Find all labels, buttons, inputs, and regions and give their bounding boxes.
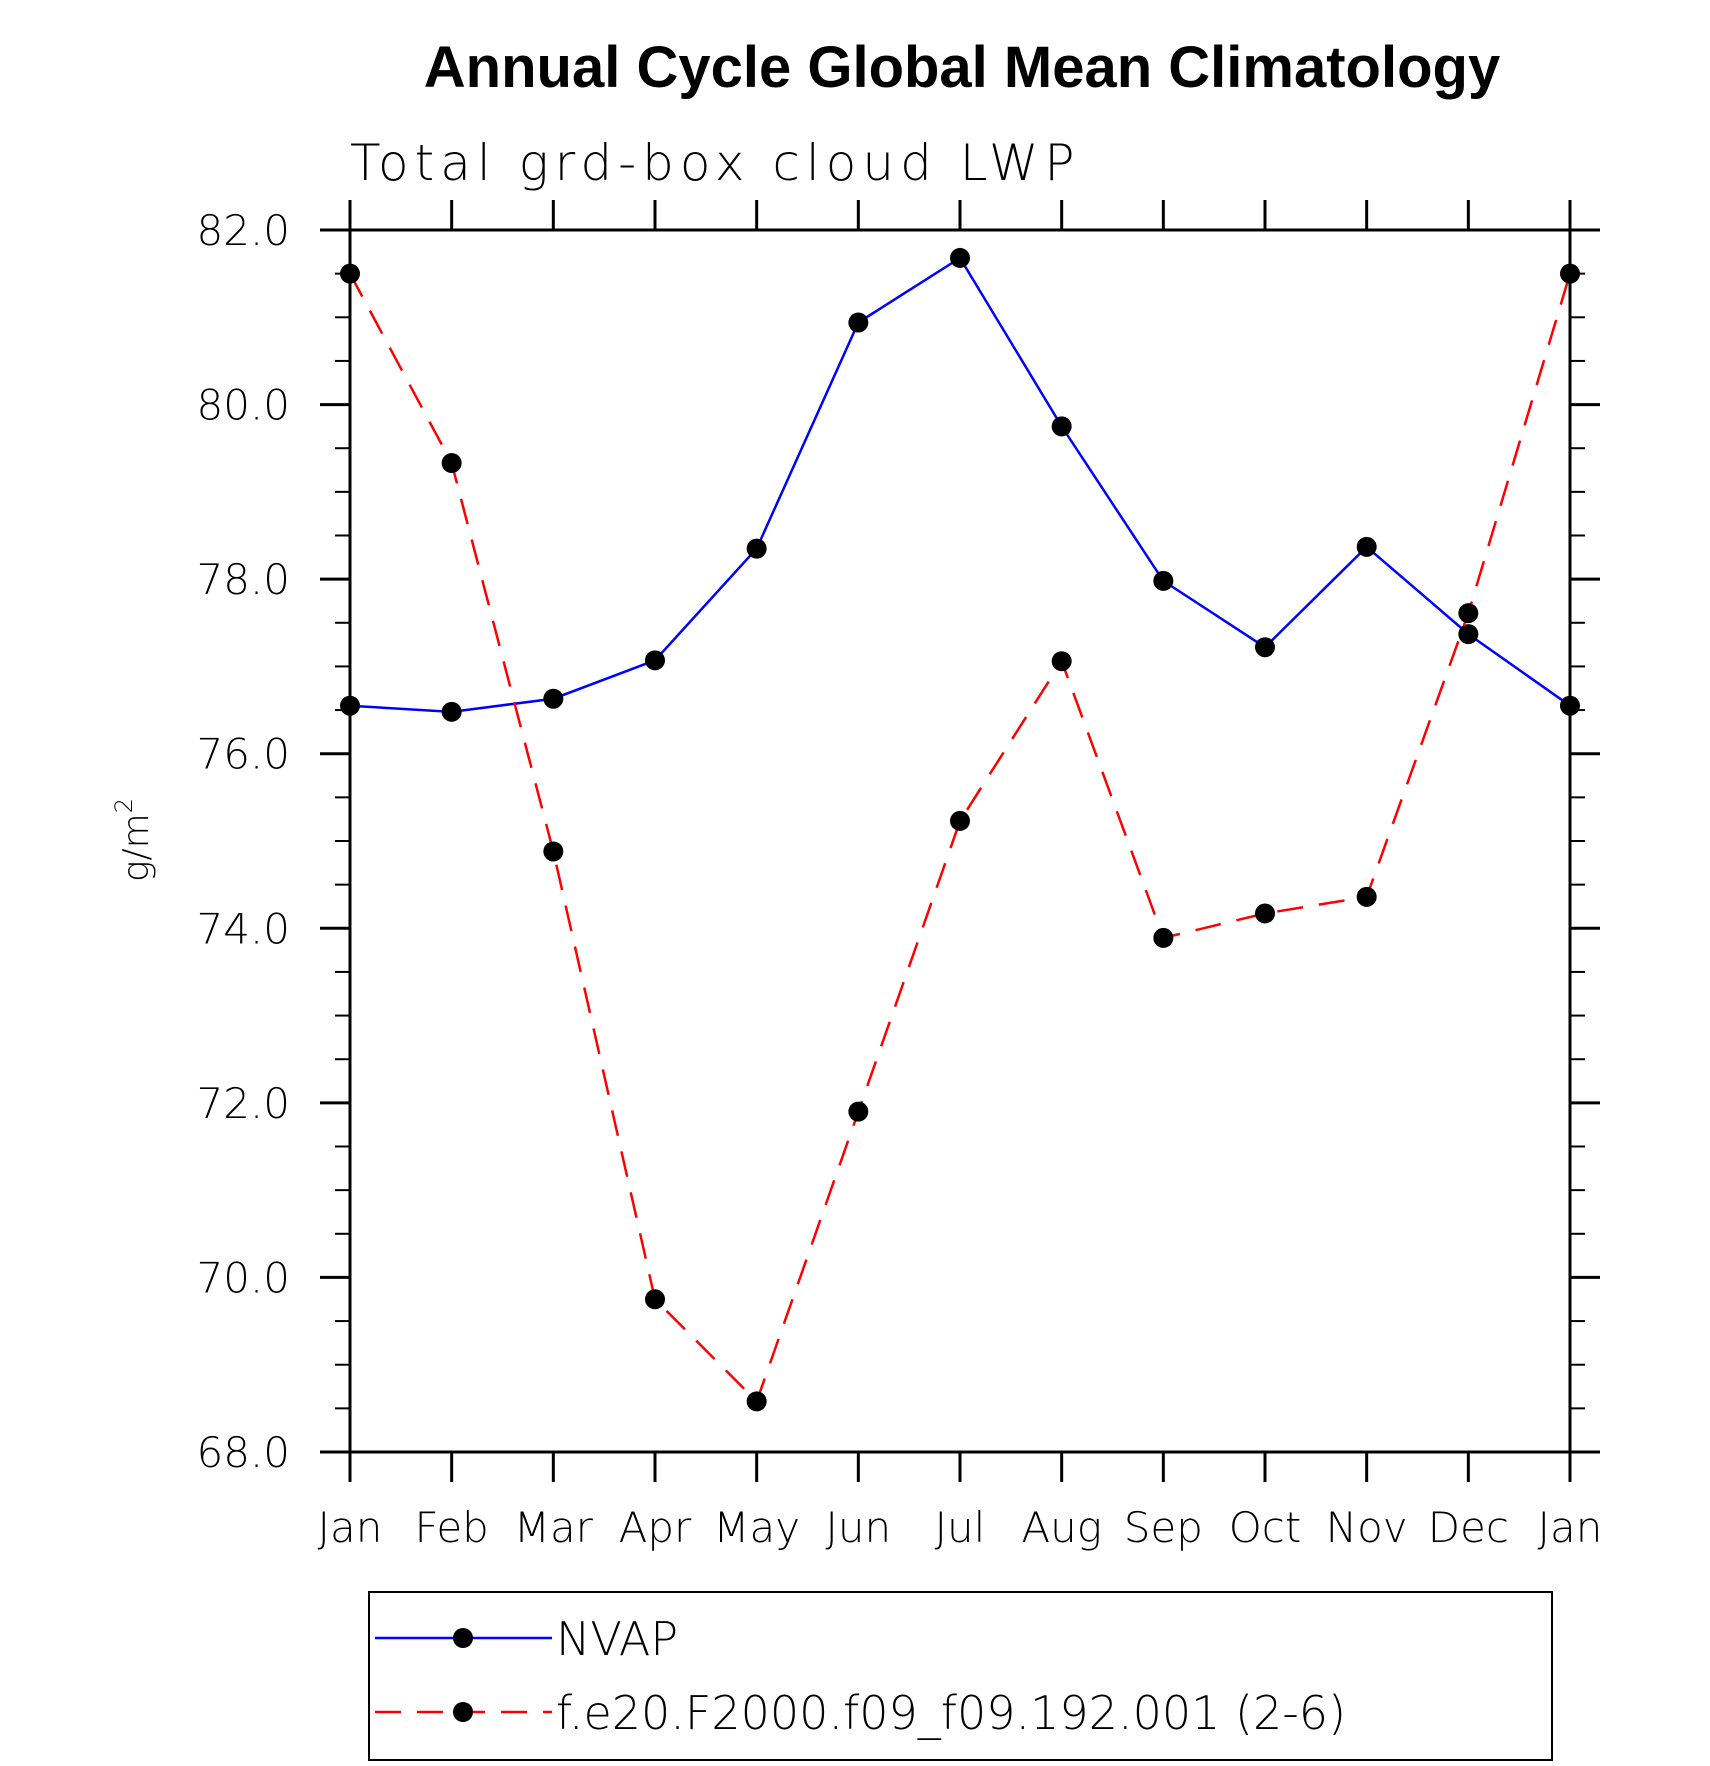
y-tick-label: 76.0 — [196, 730, 290, 779]
legend-label-1: f.e20.F2000.f09_f09.192.001 (2-6) — [556, 1686, 1346, 1740]
series-1-point — [543, 841, 564, 862]
series-0-point — [1051, 416, 1072, 437]
legend-label-0: NVAP — [556, 1612, 678, 1666]
legend-marker-1 — [453, 1702, 473, 1722]
y-axis-label-text: g/m — [116, 813, 157, 882]
series-0-point — [1560, 695, 1580, 716]
x-tick-label: Feb — [414, 1503, 488, 1552]
y-axis-label: g/m2 — [110, 798, 157, 882]
chart-title: Annual Cycle Global Mean Climatology — [424, 35, 1500, 100]
x-tick-label: Oct — [1229, 1503, 1302, 1552]
x-tick-label: Jan — [1538, 1503, 1603, 1552]
series-1-point — [1560, 263, 1580, 284]
legend: NVAP f.e20.F2000.f09_f09.192.001 (2-6) — [368, 1591, 1553, 1761]
series-0-point — [645, 650, 665, 671]
y-tick-label: 70.0 — [196, 1253, 290, 1302]
series-0-point — [1255, 637, 1275, 658]
x-tick-label: Nov — [1326, 1503, 1408, 1552]
series-0-point — [441, 701, 462, 722]
series-1-point — [1356, 886, 1377, 907]
x-tick-label: Mar — [514, 1503, 594, 1552]
series-1-point — [1051, 651, 1072, 672]
legend-marker-0 — [453, 1628, 473, 1648]
x-tick-label: Apr — [619, 1503, 692, 1552]
y-tick-label: 80.0 — [196, 381, 290, 430]
svg-text:g/m2: g/m2 — [110, 798, 157, 882]
series-0-point — [543, 688, 564, 709]
series-1-point — [1458, 603, 1479, 624]
x-tick-label: Sep — [1124, 1503, 1203, 1552]
x-tick-label: Jul — [935, 1503, 986, 1552]
x-tick-label: Dec — [1428, 1503, 1509, 1552]
x-tick-label: Aug — [1021, 1503, 1102, 1552]
series-0-point — [848, 312, 869, 333]
series-1-point — [340, 263, 360, 284]
series-1-point — [950, 810, 970, 831]
series-1-point — [441, 453, 462, 474]
plot-area: 68.0 70.0 72.0 74.0 76.0 78.0 80.0 82.0 Jan Feb Ma… — [196, 200, 1602, 1552]
y-tick-label: 78.0 — [196, 555, 290, 604]
y-axis-label-superscript: 2 — [110, 798, 138, 813]
series-0-point — [1356, 536, 1377, 557]
series-1-point — [746, 1391, 767, 1412]
y-tick-label: 74.0 — [196, 904, 290, 953]
series-0-point — [1153, 570, 1174, 591]
series-1-point — [1153, 927, 1174, 948]
series-line-1 — [348, 273, 1572, 1404]
series-1-point — [1255, 903, 1275, 924]
x-tick-label: May — [713, 1503, 800, 1552]
series-line-0 — [349, 256, 1571, 714]
y-tick-label: 82.0 — [196, 206, 290, 255]
series-0-point — [340, 695, 360, 716]
y-tick-label: 68.0 — [196, 1428, 290, 1477]
y-tick-label: 72.0 — [196, 1079, 290, 1128]
legend-box — [368, 1591, 1553, 1761]
series-0-point — [1458, 624, 1479, 645]
series-0-point — [950, 247, 970, 268]
chart-subtitle: Total grd-box cloud LWP — [350, 134, 1081, 192]
x-tick-label: Jun — [826, 1503, 892, 1552]
series-1-point — [848, 1101, 869, 1122]
x-tick-label: Jan — [318, 1503, 383, 1552]
series-0-point — [746, 538, 767, 559]
series-1-point — [645, 1289, 665, 1310]
